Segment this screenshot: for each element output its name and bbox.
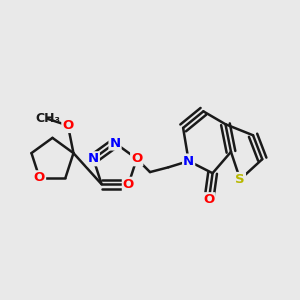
Text: N: N: [183, 154, 194, 167]
Text: N: N: [110, 136, 121, 149]
Text: CH₃: CH₃: [35, 112, 60, 125]
Text: O: O: [62, 119, 74, 132]
Text: O: O: [131, 152, 142, 165]
Text: O: O: [34, 171, 45, 184]
Text: S: S: [236, 173, 245, 186]
Text: O: O: [123, 178, 134, 191]
Text: O: O: [203, 193, 214, 206]
Text: N: N: [88, 152, 99, 165]
